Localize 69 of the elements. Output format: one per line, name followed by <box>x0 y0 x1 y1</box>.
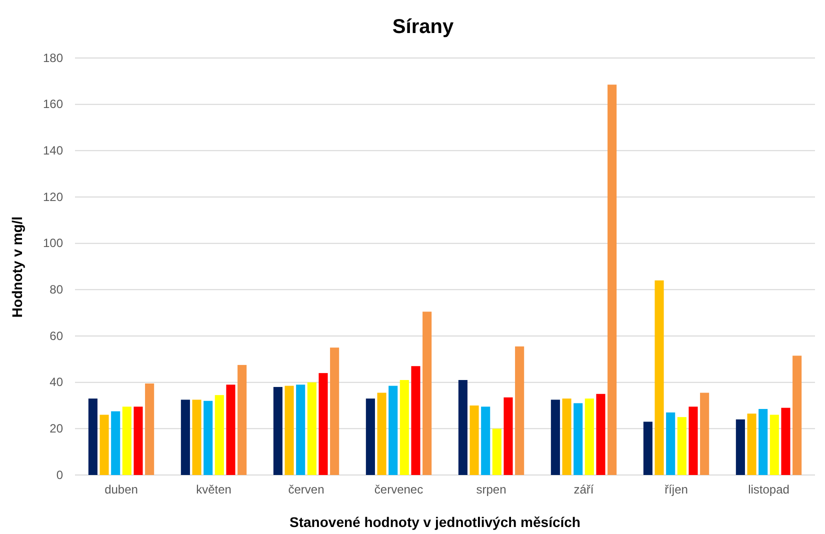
bar <box>492 428 502 475</box>
x-tick-label: květen <box>196 482 232 497</box>
x-tick-label: duben <box>104 482 138 497</box>
bar <box>781 408 790 475</box>
y-tick-label: 100 <box>42 236 64 250</box>
bar <box>307 382 316 475</box>
bar <box>654 280 664 475</box>
x-tick-label: říjen <box>664 482 688 497</box>
x-tick-label: září <box>574 482 594 497</box>
y-tick-label: 20 <box>50 422 64 436</box>
chart-title: Sírany <box>392 16 454 38</box>
bar <box>411 366 420 475</box>
y-tick-label: 120 <box>42 190 64 204</box>
bar <box>550 400 560 475</box>
y-tick-label: 180 <box>42 50 64 65</box>
bar <box>284 386 294 475</box>
bar <box>747 414 756 475</box>
bar <box>214 395 224 475</box>
bar <box>562 398 572 475</box>
bar <box>400 380 409 475</box>
bar <box>134 406 143 475</box>
y-tick-label: 0 <box>56 468 64 482</box>
bar <box>792 356 802 475</box>
bar <box>608 84 617 475</box>
bar <box>226 384 236 475</box>
bar <box>643 422 652 475</box>
x-tick-label: srpen <box>476 482 506 497</box>
bar <box>111 411 120 475</box>
bar <box>122 406 132 475</box>
bar <box>677 417 686 475</box>
bar <box>100 414 109 475</box>
bar <box>145 383 154 475</box>
bar <box>574 403 583 475</box>
bar <box>366 398 375 475</box>
bar <box>758 408 768 475</box>
bar <box>596 394 606 475</box>
bar <box>688 406 698 475</box>
x-tick-label: červen <box>288 482 324 497</box>
bar <box>388 386 398 475</box>
bar <box>515 346 524 475</box>
bar <box>770 414 779 475</box>
bar <box>273 386 282 475</box>
x-axis-title: Stanovené hodnoty v jednotlivých měsících <box>290 514 580 530</box>
bar <box>88 398 98 475</box>
bar <box>458 380 468 475</box>
bar <box>700 392 710 475</box>
bar <box>584 398 594 475</box>
y-tick-label: 60 <box>50 328 64 343</box>
bar <box>736 419 745 475</box>
bar <box>192 400 202 475</box>
bar <box>238 364 247 475</box>
bar <box>318 373 328 475</box>
y-tick-label: 140 <box>42 144 64 158</box>
bar <box>377 392 386 475</box>
bar <box>481 406 490 475</box>
bar <box>666 412 676 475</box>
bar <box>296 384 306 475</box>
bar <box>330 348 340 475</box>
bar <box>422 312 432 475</box>
y-tick-label: 160 <box>42 97 64 112</box>
bar <box>470 406 479 475</box>
x-tick-label: listopad <box>748 482 790 497</box>
bar <box>180 400 190 475</box>
x-tick-label: červenec <box>374 482 424 497</box>
y-tick-label: 80 <box>50 282 64 297</box>
bar <box>504 397 513 475</box>
y-tick-label: 40 <box>50 375 64 390</box>
bar <box>204 400 213 475</box>
y-axis-title: Hodnoty v mg/l <box>9 216 25 318</box>
